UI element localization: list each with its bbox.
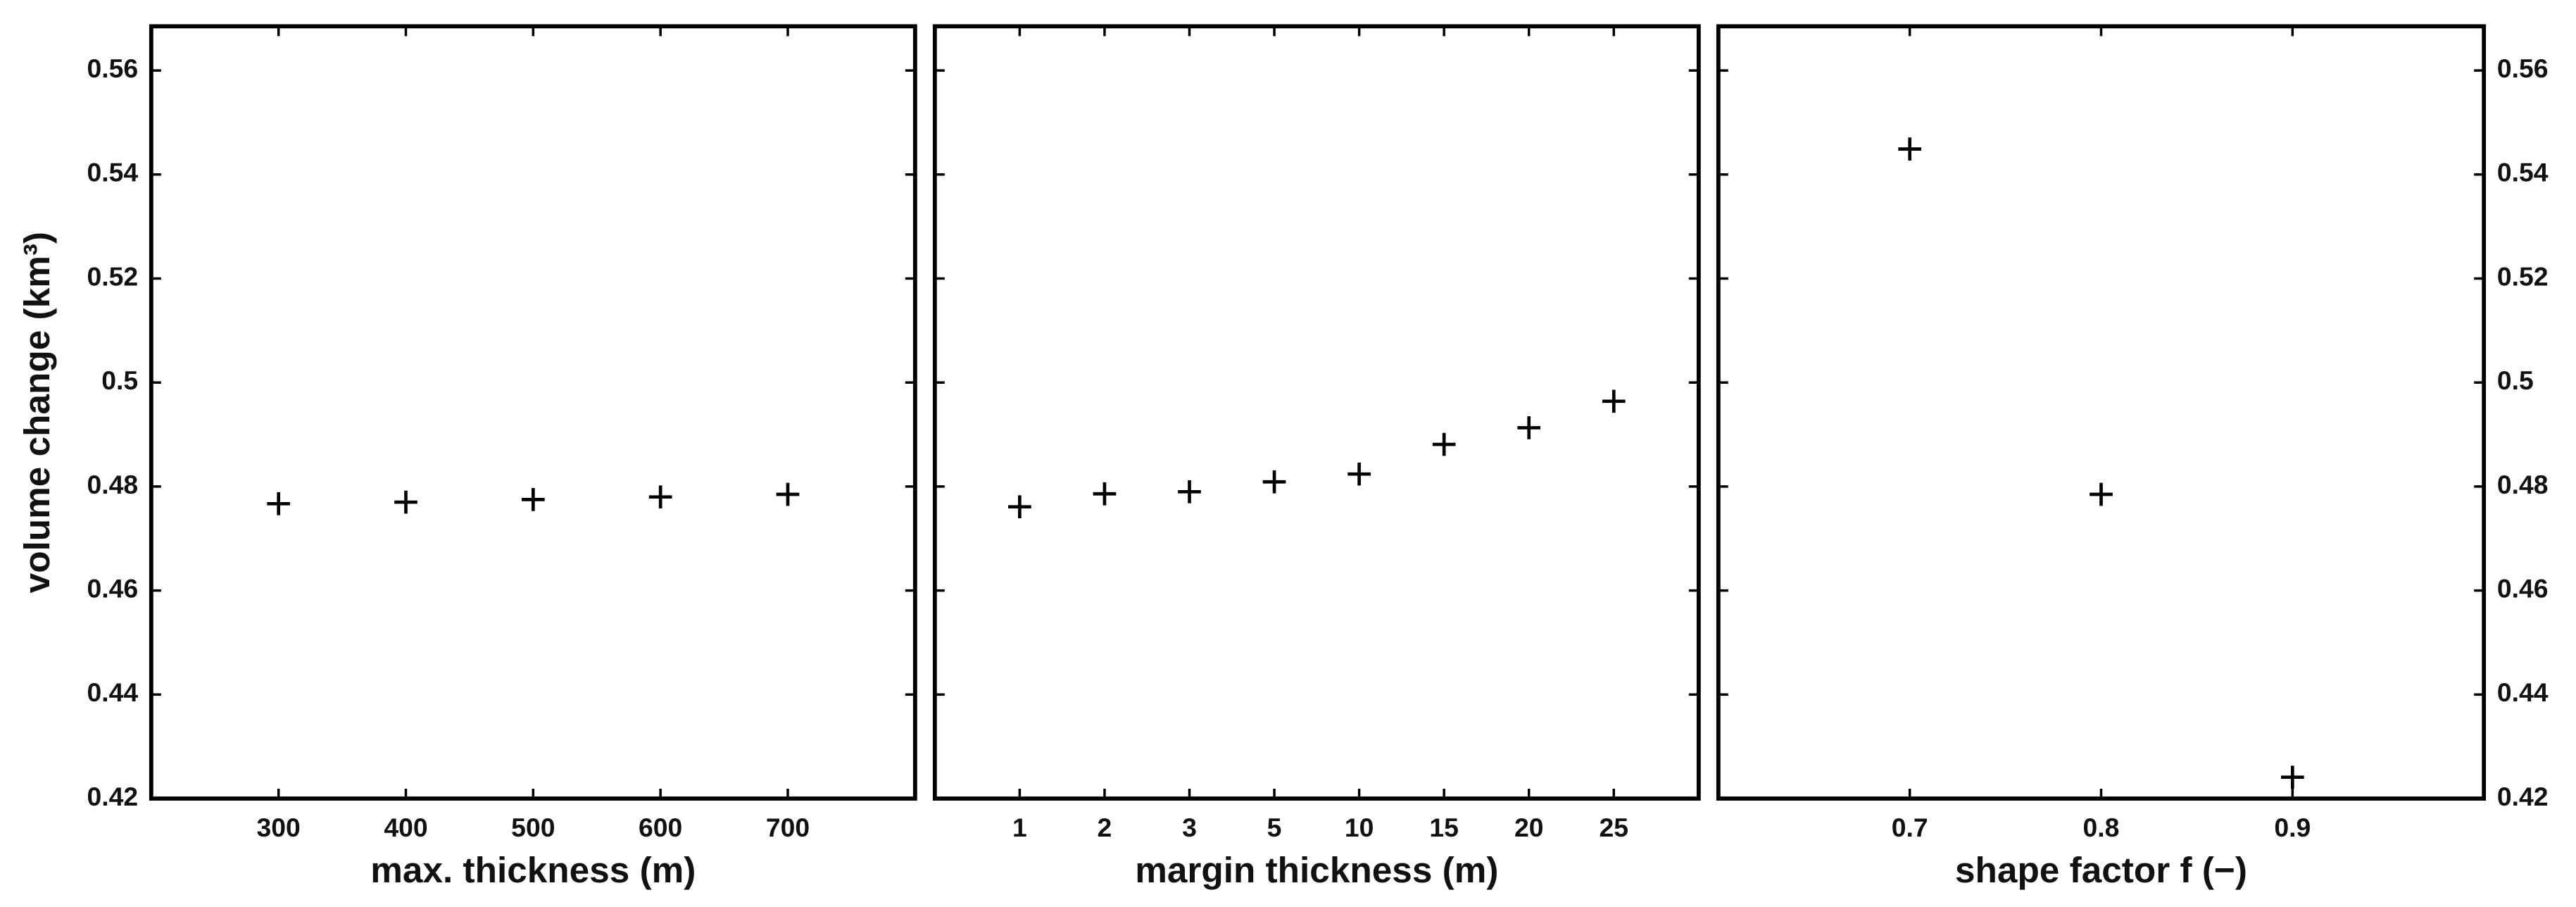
data-point [1008,495,1031,519]
x-tick-label: 25 [1600,813,1629,842]
y-tick-label: 0.42 [87,782,139,811]
x-tick-label: 10 [1345,813,1374,842]
x-axis-label: shape factor f (−) [1955,850,2247,890]
x-axis-label: margin thickness (m) [1135,850,1498,890]
y-tick-label: 0.5 [2497,365,2534,395]
data-point [776,482,800,506]
y-tick-label: 0.44 [87,677,139,707]
x-tick-label: 300 [257,813,301,842]
x-tick-label: 400 [384,813,427,842]
x-tick-label: 20 [1514,813,1544,842]
data-point [267,492,290,515]
y-axis-label: volume change (km³) [17,232,57,593]
data-point [1262,470,1286,494]
y-tick-label: 0.52 [87,261,139,291]
plot-frame [149,24,917,801]
x-tick-label: 0.7 [1892,813,1928,842]
x-tick-label: 500 [511,813,555,842]
y-tick-label: 0.5 [101,365,138,395]
data-point [1093,482,1117,506]
y-tick-label: 0.42 [2497,782,2549,811]
x-tick-label: 5 [1267,813,1282,842]
plot-frame [1716,24,2487,801]
data-point [1602,389,1626,413]
y-tick-label: 0.44 [2497,677,2549,707]
x-tick-label: 2 [1098,813,1112,842]
data-point [2090,482,2113,506]
y-tick-label: 0.54 [87,158,139,187]
data-point [1517,416,1541,439]
x-tick-label: 3 [1182,813,1197,842]
data-point [522,488,545,511]
x-tick-label: 15 [1429,813,1459,842]
data-point [2281,765,2304,789]
data-point [394,490,417,514]
y-tick-label: 0.46 [2497,573,2549,603]
x-tick-label: 1 [1012,813,1027,842]
y-tick-label: 0.48 [2497,470,2549,499]
x-axis-label: max. thickness (m) [370,850,696,890]
y-tick-label: 0.52 [2497,261,2549,291]
x-tick-label: 600 [639,813,682,842]
y-tick-label: 0.54 [2497,158,2549,187]
data-point [1898,137,1921,161]
x-tick-label: 700 [766,813,810,842]
data-point [1432,432,1456,456]
plot-frame [932,24,1701,801]
data-point [1178,480,1201,503]
data-point [1347,462,1371,486]
y-tick-label: 0.56 [87,54,139,83]
y-tick-label: 0.46 [87,573,139,603]
x-tick-label: 0.8 [2083,813,2120,842]
data-point [648,485,672,509]
x-tick-label: 0.9 [2274,813,2311,842]
y-tick-label: 0.56 [2497,54,2549,83]
y-tick-label: 0.48 [87,470,139,499]
